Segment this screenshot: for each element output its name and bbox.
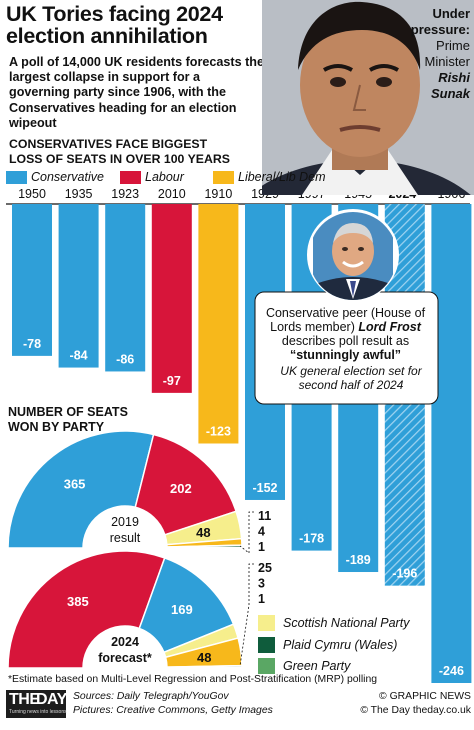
legend-panel [255, 612, 430, 674]
legend-label: Liberal/Lib Dem [238, 170, 326, 184]
small-slice-label: 11 [258, 509, 271, 523]
theday-logo: THE DAY Turning news into lessons [6, 690, 67, 718]
pie-center-label: 2024 [111, 635, 139, 649]
value-label: -123 [206, 425, 231, 439]
slice-green-party [166, 666, 243, 669]
caption-lead-2: pressure: [410, 22, 470, 37]
legend-label: Conservative [31, 170, 104, 184]
footnote: *Estimate based on Multi-Level Regressio… [8, 674, 378, 685]
caption-role-2: Minister [424, 54, 470, 69]
slice-value-label: 169 [171, 602, 193, 617]
slice-labour [134, 433, 238, 536]
sources-line-2: Pictures: Creative Commons, Getty Images [73, 704, 273, 716]
legend-swatch-libdem [213, 171, 234, 184]
legend-swatch-conservative [6, 171, 27, 184]
small-slice-label: 1 [258, 592, 265, 606]
peer-caption-pre: Conservative peer (House of Lords member… [265, 306, 426, 334]
legend-label: Scottish National Party [283, 616, 410, 630]
category-label: 1923 [111, 187, 139, 201]
intro-text: A poll of 14,000 UK residents forecasts … [9, 55, 264, 130]
leader-line [239, 511, 254, 554]
logo-tagline: Turning news into lessons [9, 709, 67, 715]
legend-label: Labour [145, 170, 184, 184]
chart-title-line-1: CONSERVATIVES FACE BIGGEST [9, 137, 208, 151]
value-label: -246 [439, 664, 464, 678]
legend-swatch-labour [120, 171, 141, 184]
headline: UK Tories facing 2024 election annihilat… [6, 3, 276, 47]
legend-swatch-plaid [258, 637, 275, 653]
pie-center-label: result [110, 531, 141, 545]
slice-green-party [166, 546, 243, 549]
small-slice-label: 1 [258, 540, 265, 554]
caption-name-1: Rishi [438, 70, 470, 85]
peer-quote: “stunningly awful” [289, 348, 402, 362]
bars-layer: 1950-781935-841923-862010-971910-1231929… [6, 169, 472, 683]
legend-swatch-snp [258, 615, 275, 631]
category-label: 2010 [158, 187, 186, 201]
value-label: -86 [116, 352, 134, 366]
chart-title-line-2: LOSS OF SEATS IN OVER 100 YEARS [9, 152, 230, 166]
category-label: 1910 [204, 187, 232, 201]
sunak-caption: Under pressure: Prime Minister Rishi Sun… [386, 6, 470, 102]
chart-title: CONSERVATIVES FACE BIGGEST LOSS OF SEATS… [9, 137, 269, 167]
value-label: -178 [299, 532, 324, 546]
leader-line [239, 563, 254, 667]
value-label: -97 [163, 374, 181, 388]
peer-caption: Conservative peer (House of Lords member… [258, 306, 433, 362]
pies-layer: 365 202482019result1141385169482024foreca… [6, 429, 272, 669]
party-color-legend: Conservative Labour Liberal/Lib Dem [6, 170, 326, 186]
election-note: UK general election set for second half … [280, 364, 422, 392]
peer-name: Lord Frost [358, 320, 421, 334]
value-label: -189 [346, 553, 371, 567]
bar-1906 [431, 204, 472, 683]
headline-line-2: election annihilation [6, 24, 208, 48]
frost-photo [313, 207, 393, 305]
seats-title-line-1: NUMBER OF SEATS [8, 405, 128, 419]
legend-swatch-green [258, 658, 275, 674]
sources-line-1: Sources: Daily Telegraph/YouGov [73, 691, 229, 702]
value-label: -84 [70, 349, 88, 363]
bar-1910 [198, 204, 239, 444]
logo-the: THE [9, 691, 40, 708]
value-label: -78 [23, 337, 41, 351]
seats-title: NUMBER OF SEATS WON BY PARTY [8, 405, 208, 435]
semicircle-chart-1: 385 169 48 2024 forecast* 25 31 [6, 549, 272, 669]
legend-label: Green Party [283, 659, 351, 673]
caption-lead-1: Under [432, 6, 470, 21]
slice-value-label: 48 [196, 525, 210, 540]
credits-line-1: © GRAPHIC NEWS [379, 691, 471, 702]
small-slice-label: 4 [258, 525, 265, 539]
slice-value-label: 202 [170, 481, 192, 496]
caption-name-2: Sunak [430, 86, 470, 101]
credits-line-2: © The Day theday.co.uk [360, 704, 471, 716]
slice-conservative [7, 430, 155, 549]
category-label: 1950 [18, 187, 46, 201]
value-label: -196 [392, 567, 417, 581]
semicircle-chart-0: 365 202 48 2019 result 11 41 [6, 429, 271, 554]
bar-1950 [12, 204, 52, 356]
slice-labour [7, 550, 166, 669]
sunak-photo [262, 0, 474, 195]
headline-line-1: UK Tories facing 2024 [6, 2, 223, 26]
slice-value-label: 385 [67, 594, 89, 609]
bar-2010 [151, 204, 192, 393]
category-label: 1935 [65, 187, 93, 201]
value-label: -152 [252, 481, 277, 495]
slice-value-label: 48 [197, 650, 211, 665]
small-slice-label: 3 [258, 577, 265, 591]
slice-value-label: 365 [64, 476, 86, 491]
credits: © GRAPHIC NEWS © The Day theday.co.uk [330, 690, 471, 717]
caption-role-1: Prime [436, 38, 470, 53]
legend-label: Plaid Cymru (Wales) [283, 638, 398, 652]
bar-1935 [58, 204, 99, 368]
seats-title-line-2: WON BY PARTY [8, 420, 105, 434]
sources: Sources: Daily Telegraph/YouGov Pictures… [73, 690, 303, 717]
bar-1923 [105, 204, 146, 372]
pie-center-label: forecast* [98, 651, 152, 665]
logo-day: DAY [36, 691, 67, 708]
small-slice-label: 25 [258, 561, 272, 575]
peer-caption-mid: describes poll result as [281, 334, 410, 348]
pie-center-label: 2019 [111, 515, 139, 529]
